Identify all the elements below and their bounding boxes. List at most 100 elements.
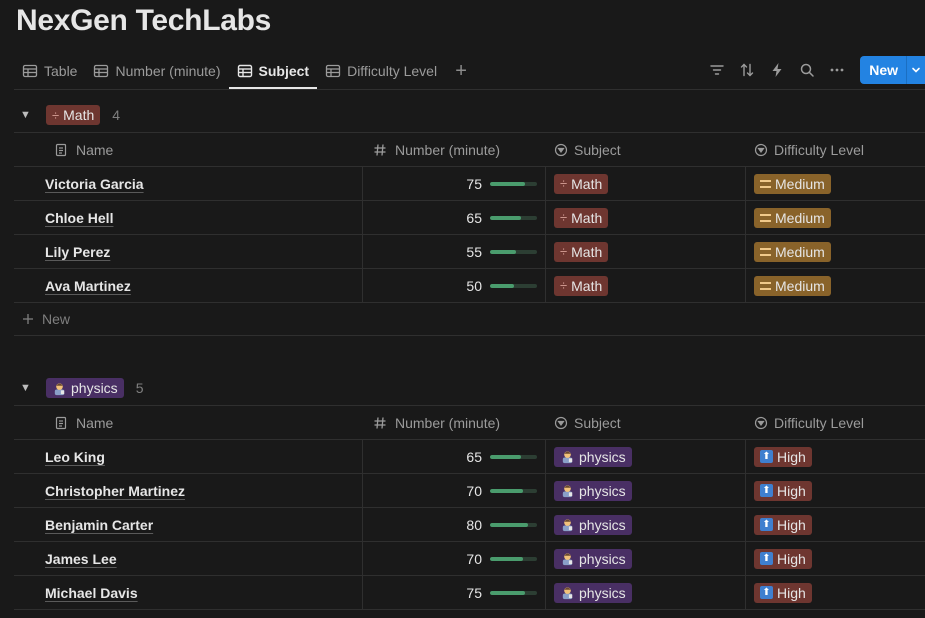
tag-label: High: [777, 516, 806, 533]
view-toolbar: New: [702, 56, 925, 84]
number-cell[interactable]: 80: [363, 508, 546, 541]
column-header-row: Name Number (minute) Subject Difficulty …: [14, 405, 925, 440]
subject-tag: ÷ Math: [554, 275, 609, 296]
table-row[interactable]: James Lee 70 physics ⬆ High: [14, 542, 925, 576]
table-row[interactable]: Victoria Garcia 75 ÷ Math Medium: [14, 167, 925, 201]
difficulty-cell[interactable]: ⬆ High: [746, 542, 925, 575]
filter-button[interactable]: [702, 56, 732, 84]
row-name[interactable]: James Lee: [45, 550, 117, 567]
column-header-number[interactable]: Number (minute): [363, 406, 546, 439]
name-cell[interactable]: Michael Davis: [14, 576, 363, 609]
subject-cell[interactable]: physics: [546, 474, 746, 507]
tab-difficulty-level[interactable]: Difficulty Level: [317, 56, 445, 86]
number-cell[interactable]: 65: [363, 201, 546, 234]
column-header-name[interactable]: Name: [14, 133, 363, 166]
tag-label: High: [777, 448, 806, 465]
name-cell[interactable]: Victoria Garcia: [14, 167, 363, 200]
subject-cell[interactable]: ÷ Math: [546, 269, 746, 302]
tag-label: Medium: [775, 243, 825, 260]
tab-number-minute[interactable]: Number (minute): [85, 56, 228, 86]
table-row[interactable]: Leo King 65 physics ⬆ High: [14, 440, 925, 474]
difficulty-cell[interactable]: Medium: [746, 167, 925, 200]
divide-icon: ÷: [52, 107, 60, 123]
add-view-button[interactable]: +: [455, 59, 467, 82]
automation-button[interactable]: [762, 56, 792, 84]
table-row[interactable]: Ava Martinez 50 ÷ Math Medium: [14, 269, 925, 303]
collapse-toggle-icon[interactable]: ▼: [20, 109, 31, 121]
up-arrow-icon: ⬆: [760, 450, 773, 463]
difficulty-cell[interactable]: ⬆ High: [746, 508, 925, 541]
row-name[interactable]: Christopher Martinez: [45, 482, 186, 499]
subject-cell[interactable]: ÷ Math: [546, 167, 746, 200]
name-cell[interactable]: Lily Perez: [14, 235, 363, 268]
difficulty-cell[interactable]: ⬆ High: [746, 440, 925, 473]
name-cell[interactable]: Benjamin Carter: [14, 508, 363, 541]
subject-cell[interactable]: physics: [546, 576, 746, 609]
subject-cell[interactable]: physics: [546, 440, 746, 473]
column-label: Difficulty Level: [774, 141, 865, 158]
up-arrow-icon: ⬆: [760, 518, 773, 531]
number-cell[interactable]: 75: [363, 576, 546, 609]
group-math: ▼ ÷ Math 4 Name Number (minute) Subject …: [14, 98, 925, 336]
table-row[interactable]: Lily Perez 55 ÷ Math Medium: [14, 235, 925, 269]
progress-bar: [490, 181, 537, 186]
column-header-subject[interactable]: Subject: [546, 406, 746, 439]
divide-icon: ÷: [560, 210, 568, 225]
row-name[interactable]: Benjamin Carter: [45, 516, 154, 533]
subject-cell[interactable]: physics: [546, 542, 746, 575]
scientist-icon: [54, 382, 65, 395]
number-cell[interactable]: 70: [363, 542, 546, 575]
column-label: Difficulty Level: [774, 414, 865, 431]
add-row-button[interactable]: New: [14, 303, 925, 336]
table-row[interactable]: Benjamin Carter 80 physics ⬆ High: [14, 508, 925, 542]
number-cell[interactable]: 75: [363, 167, 546, 200]
name-cell[interactable]: Chloe Hell: [14, 201, 363, 234]
add-row-label: New: [42, 311, 71, 327]
sort-button[interactable]: [732, 56, 762, 84]
tag-label: physics: [579, 482, 626, 499]
name-cell[interactable]: Leo King: [14, 440, 363, 473]
column-header-difficulty[interactable]: Difficulty Level: [746, 406, 925, 439]
new-dropdown-button[interactable]: [906, 56, 925, 84]
column-header-number[interactable]: Number (minute): [363, 133, 546, 166]
subject-cell[interactable]: ÷ Math: [546, 201, 746, 234]
difficulty-cell[interactable]: Medium: [746, 269, 925, 302]
table-row[interactable]: Chloe Hell 65 ÷ Math Medium: [14, 201, 925, 235]
row-name[interactable]: Chloe Hell: [45, 209, 114, 226]
difficulty-cell[interactable]: Medium: [746, 201, 925, 234]
subject-cell[interactable]: ÷ Math: [546, 235, 746, 268]
column-header-difficulty[interactable]: Difficulty Level: [746, 133, 925, 166]
progress-fill: [490, 590, 526, 595]
more-button[interactable]: [822, 56, 852, 84]
name-cell[interactable]: Christopher Martinez: [14, 474, 363, 507]
column-header-name[interactable]: Name: [14, 406, 363, 439]
table-row[interactable]: Christopher Martinez 70 physics ⬆ High: [14, 474, 925, 508]
difficulty-cell[interactable]: ⬆ High: [746, 576, 925, 609]
number-cell[interactable]: 50: [363, 269, 546, 302]
progress-fill: [490, 215, 521, 220]
row-name[interactable]: Ava Martinez: [45, 277, 131, 294]
row-number: 80: [466, 516, 482, 533]
tab-table[interactable]: Table: [14, 56, 85, 86]
row-name[interactable]: Michael Davis: [45, 584, 138, 601]
difficulty-cell[interactable]: ⬆ High: [746, 474, 925, 507]
tab-subject[interactable]: Subject: [228, 56, 318, 89]
name-cell[interactable]: James Lee: [14, 542, 363, 575]
number-cell[interactable]: 70: [363, 474, 546, 507]
plus-icon: [23, 314, 33, 324]
divide-icon: ÷: [560, 244, 568, 259]
chevron-down-icon: [912, 67, 920, 73]
subject-cell[interactable]: physics: [546, 508, 746, 541]
collapse-toggle-icon[interactable]: ▼: [20, 382, 31, 394]
row-name[interactable]: Victoria Garcia: [45, 175, 144, 192]
name-cell[interactable]: Ava Martinez: [14, 269, 363, 302]
number-cell[interactable]: 65: [363, 440, 546, 473]
row-name[interactable]: Leo King: [45, 448, 105, 465]
new-button[interactable]: New: [860, 56, 906, 84]
difficulty-cell[interactable]: Medium: [746, 235, 925, 268]
table-row[interactable]: Michael Davis 75 physics ⬆ High: [14, 576, 925, 610]
search-button[interactable]: [792, 56, 822, 84]
number-cell[interactable]: 55: [363, 235, 546, 268]
row-name[interactable]: Lily Perez: [45, 243, 111, 260]
column-header-subject[interactable]: Subject: [546, 133, 746, 166]
